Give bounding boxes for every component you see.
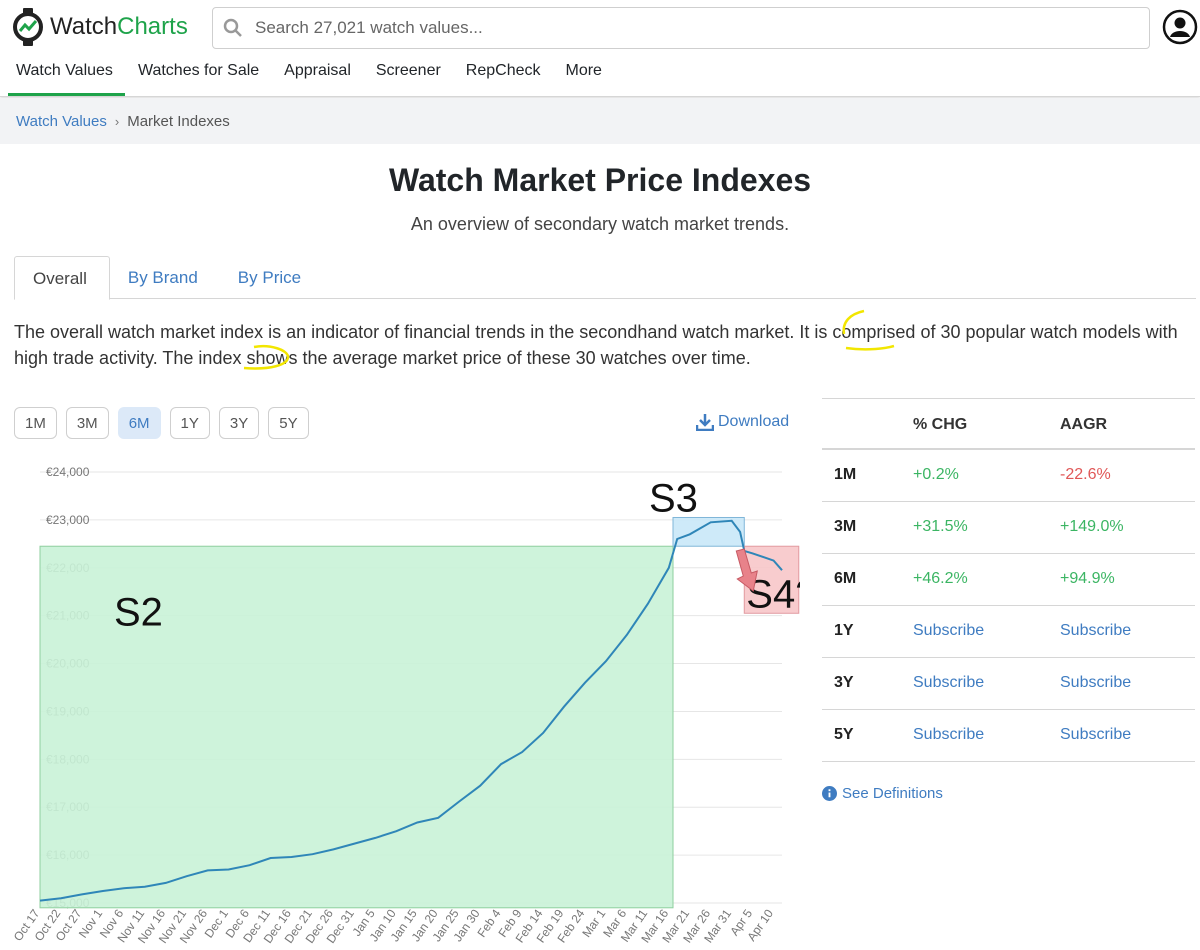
page-title: Watch Market Price Indexes [388,162,812,198]
tab-by-brand[interactable]: By Brand [127,268,198,287]
range-1y-button[interactable]: 1Y [169,407,210,439]
download-label: Download [718,413,790,430]
nav-screener[interactable]: Screener [375,62,441,79]
subscribe-link[interactable]: Subscribe [1060,622,1132,639]
download-button[interactable]: Download [696,413,789,431]
info-icon [822,786,837,801]
breadcrumb-watch-values[interactable]: Watch Values [16,112,107,130]
index-tabs: Overall By Brand By Price [14,256,1196,300]
range-3y-button[interactable]: 3Y [218,407,260,439]
logo-text-charts: Charts [117,13,188,40]
range-5y-button[interactable]: 5Y [268,407,309,439]
site-header: WatchCharts Watch Values Watches for Sal… [0,0,1200,97]
range-1m-button[interactable]: 1M [14,407,57,439]
breadcrumb-current: Market Indexes [127,112,230,130]
index-series-line [39,519,783,902]
header-aagr: AAGR [1060,416,1108,433]
aagr-value: +94.9% [1060,570,1115,587]
search-input[interactable] [255,18,1115,38]
range-3m-button[interactable]: 3M [65,407,109,439]
nav-more[interactable]: More [565,62,602,79]
see-definitions-label: See Definitions [842,785,943,802]
account-icon[interactable] [1162,9,1198,45]
market-index-chart[interactable]: €15,000€16,000€17,000€18,000€19,000€20,0… [0,455,800,950]
annotation-box-s2 [39,545,674,909]
row-period: 3Y [834,674,854,691]
main-nav: Watch Values Watches for Sale Appraisal … [0,52,615,96]
table-row: 5Y Subscribe Subscribe [822,710,1195,762]
nav-watches-for-sale[interactable]: Watches for Sale [137,62,260,79]
search-box[interactable] [212,7,1150,49]
site-logo[interactable]: WatchCharts [12,8,188,46]
subscribe-link[interactable]: Subscribe [913,674,985,691]
table-row: 1Y Subscribe Subscribe [822,606,1195,658]
range-6m-button[interactable]: 6M [117,407,161,439]
index-description: The overall watch market index is an ind… [14,322,1178,368]
row-period: 1Y [834,622,854,639]
logo-text-watch: Watch [50,13,118,40]
see-definitions-link[interactable]: See Definitions [822,785,943,802]
row-period: 6M [834,570,857,587]
pct-change-value: +0.2% [913,466,959,483]
pct-change-value: +46.2% [913,570,968,587]
tab-by-price[interactable]: By Price [237,268,302,287]
row-period: 5Y [834,726,854,743]
range-selector: 1M 3M 6M 1Y 3Y 5Y [14,407,318,439]
logo-text: WatchCharts [50,13,188,41]
subscribe-link[interactable]: Subscribe [1060,674,1132,691]
nav-repcheck[interactable]: RepCheck [465,62,541,79]
annotation-label-s2: S2 [114,591,163,635]
row-period: 3M [834,518,857,535]
table-header: % CHG AAGR [822,398,1195,450]
aagr-value: +149.0% [1060,518,1124,535]
subscribe-link[interactable]: Subscribe [913,726,985,743]
performance-table: % CHG AAGR 1M +0.2% -22.6% 3M +31.5% +149.0% 6… [822,398,1195,762]
search-icon [223,18,242,37]
table-row: 3Y Subscribe Subscribe [822,658,1195,710]
nav-watch-values[interactable]: Watch Values [0,52,125,96]
breadcrumb-separator: › [114,113,120,129]
down-arrow-icon [735,548,758,592]
download-icon [696,414,714,431]
watch-logo-icon [13,8,43,46]
table-row: 6M +46.2% +94.9% [822,554,1195,606]
subscribe-link[interactable]: Subscribe [913,622,985,639]
header-chg: % CHG [913,416,968,433]
table-row: 1M +0.2% -22.6% [822,450,1195,502]
highlighter-marks [243,309,895,370]
y-tick-label: €24,000 [46,465,90,479]
aagr-value: -22.6% [1060,466,1111,483]
nav-appraisal[interactable]: Appraisal [284,62,351,79]
breadcrumb: Watch Values › Market Indexes [0,98,1200,144]
pct-change-value: +31.5% [913,518,968,535]
row-period: 1M [834,466,857,483]
page-subtitle: An overview of secondary watch market tr… [410,214,790,234]
tab-overall[interactable]: Overall [14,256,110,300]
table-row: 3M +31.5% +149.0% [822,502,1195,554]
y-tick-label: €23,000 [46,513,90,527]
annotation-label-s3: S3 [649,476,698,520]
subscribe-link[interactable]: Subscribe [1060,726,1132,743]
